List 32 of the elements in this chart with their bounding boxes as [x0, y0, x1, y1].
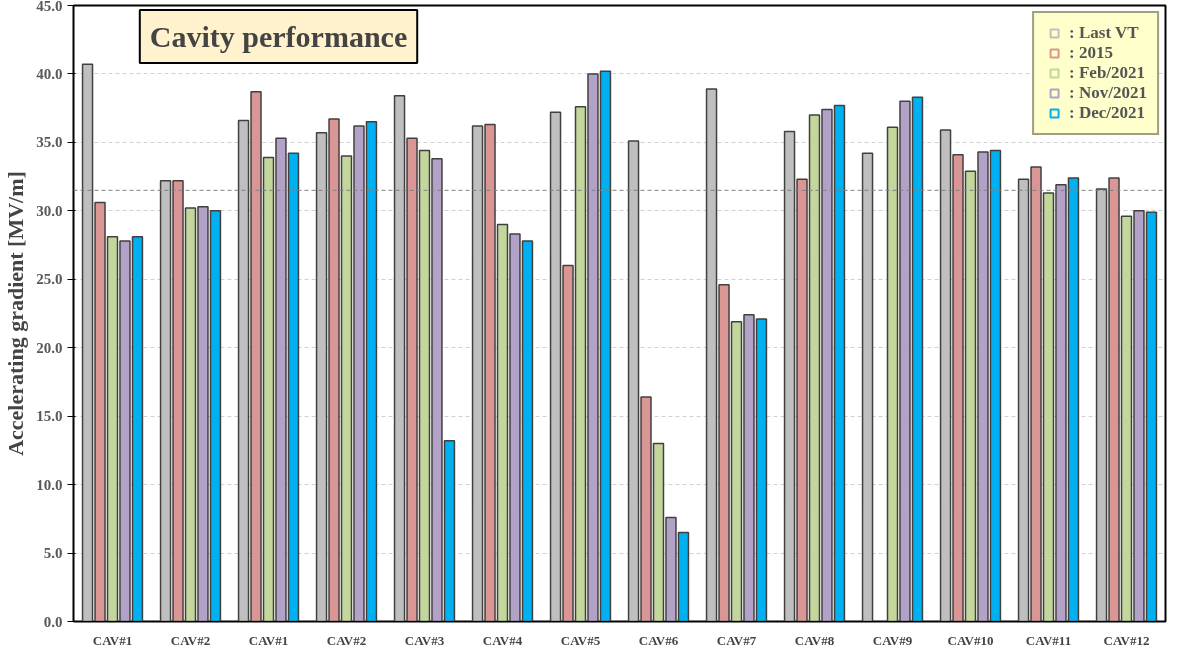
legend-label: : 2015	[1069, 43, 1113, 63]
x-tick-label: CAV#1	[92, 632, 133, 648]
x-tick-label: CAV#4	[482, 632, 523, 648]
x-tick-label: CAV#6	[638, 632, 679, 648]
y-axis-title: Accelerating gradient [MV/m]	[3, 171, 29, 456]
x-tick-label: CAV#11	[1025, 632, 1072, 648]
annotation: Cavity performance	[149, 19, 408, 53]
legend-label: : Feb/2021	[1069, 63, 1146, 83]
y-tick-label: 15.0	[36, 408, 63, 425]
x-tick-label: CAV#9	[872, 632, 913, 648]
legend-label: : Last VT	[1069, 23, 1139, 43]
y-tick-label: 5.0	[43, 545, 63, 562]
y-tick-label: 10.0	[36, 476, 63, 493]
x-tick-label: CAV#2	[170, 632, 211, 648]
x-tick-label: CAV#7	[716, 632, 757, 648]
x-tick-label: CAV#2	[326, 632, 367, 648]
x-tick-label: CAV#1	[248, 632, 289, 648]
legend-label: : Nov/2021	[1069, 83, 1147, 103]
y-tick-label: 25.0	[36, 271, 63, 288]
y-tick-label: 40.0	[36, 65, 63, 82]
y-tick-label: 20.0	[36, 339, 63, 356]
x-tick-label: CAV#12	[1103, 632, 1150, 648]
x-tick-label: CAV#5	[560, 632, 601, 648]
y-tick-label: 45.0	[36, 0, 63, 14]
y-tick-label: 30.0	[36, 202, 63, 219]
x-tick-label: CAV#10	[947, 632, 994, 648]
x-tick-label: CAV#8	[794, 632, 835, 648]
x-tick-label: CAV#3	[404, 632, 445, 648]
bar	[861, 152, 874, 622]
legend-label: : Dec/2021	[1069, 103, 1146, 123]
y-tick-label: 35.0	[36, 134, 63, 151]
y-tick-label: 0.0	[43, 613, 63, 630]
